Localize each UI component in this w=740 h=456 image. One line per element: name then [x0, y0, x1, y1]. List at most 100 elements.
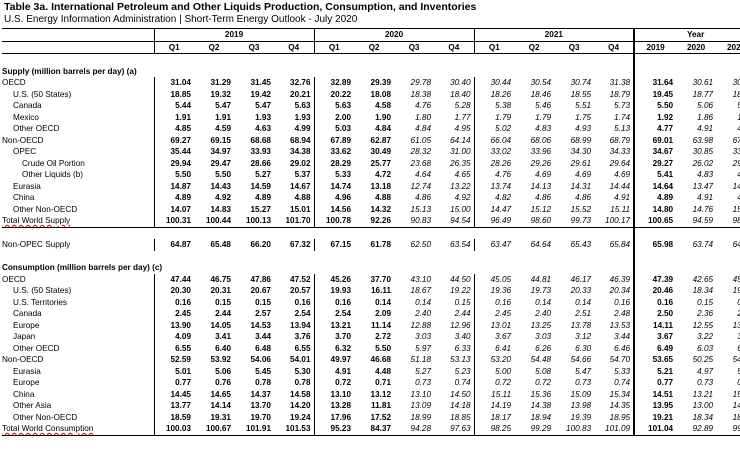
- value-cell: 0.16: [153, 296, 194, 308]
- spacer-cell: [354, 54, 394, 66]
- spacer-cell: [716, 54, 740, 66]
- value-cell: 44.50: [450, 274, 471, 284]
- value-cell: 94.28: [394, 423, 435, 436]
- value-cell: 68.68: [250, 135, 272, 145]
- table-row: Europe 13.90 14.05 14.53 13.94 13.21 11.14 12.8…: [2, 319, 740, 331]
- spacer-cell: [234, 54, 274, 66]
- value-cell: 4.85: [153, 123, 194, 135]
- spacer-cell: [594, 251, 634, 263]
- value-cell: 5.38: [473, 100, 515, 112]
- spacer-cell: [154, 227, 194, 239]
- value-cell: 18.08: [370, 89, 392, 99]
- value-cell: 4.09: [153, 331, 194, 343]
- spacer-cell: [514, 54, 554, 66]
- annual-year-header: 2020: [676, 41, 717, 54]
- value-cell: 69.15: [210, 135, 232, 145]
- annual-value-cell: 30.61: [692, 78, 714, 87]
- value-cell: 13.25: [530, 320, 552, 330]
- value-cell: 0.14: [375, 297, 392, 307]
- quarter-header: Q3: [394, 41, 435, 54]
- value-cell: 14.19: [473, 400, 515, 412]
- value-cell: 18.94: [530, 412, 552, 422]
- value-cell: 31.45: [250, 78, 272, 87]
- value-cell: 13.78: [570, 320, 592, 330]
- value-cell: 6.40: [215, 343, 231, 353]
- value-cell: 19.42: [250, 89, 272, 99]
- annual-value-cell: 98.76: [716, 215, 740, 228]
- table-row: Eurasia 5.01 5.06 5.45 5.30 4.91 4.48 5.27 5.23 5…: [2, 365, 740, 378]
- value-cell: 30.49: [370, 147, 392, 156]
- value-cell: 0.71: [375, 378, 392, 387]
- annual-value-cell: 0.73: [716, 377, 740, 389]
- annual-value-cell: 4.91: [697, 193, 714, 202]
- value-cell: 18.95: [609, 412, 631, 422]
- value-cell: 65.43: [570, 240, 592, 249]
- value-cell: 33.96: [530, 147, 552, 156]
- spacer-cell: [554, 251, 594, 263]
- section-header-row: Consumption (million barrels per day) (c…: [2, 262, 740, 274]
- value-cell: 4.91: [614, 193, 631, 202]
- value-cell: 31.29: [210, 78, 232, 87]
- annual-value-cell: 19.94: [732, 286, 740, 295]
- spacer-cell: [554, 54, 594, 66]
- row-label: Other OECD: [13, 343, 60, 353]
- value-cell: 2.45: [153, 308, 194, 320]
- spacer-cell: [234, 251, 274, 263]
- row-label: Other Liquids (b): [22, 170, 83, 179]
- annual-value-cell: 14.80: [633, 203, 677, 215]
- value-cell: 65.48: [210, 240, 232, 249]
- value-cell: 18.40: [450, 89, 471, 99]
- annual-value-cell: 29.20: [732, 158, 740, 168]
- annual-value-cell: 0.15: [716, 297, 740, 309]
- value-cell: 13.98: [570, 401, 592, 410]
- value-cell: 23.68: [410, 158, 432, 168]
- value-cell: 1.74: [614, 112, 631, 122]
- value-cell: 15.09: [570, 389, 592, 399]
- annual-value-cell: 4.91: [697, 124, 714, 133]
- annual-value-cell: 4.89: [633, 192, 677, 204]
- value-cell: 34.97: [210, 147, 232, 156]
- value-cell: 32.89: [313, 77, 355, 89]
- value-cell: 1.91: [153, 111, 194, 123]
- value-cell: 0.16: [473, 296, 515, 308]
- value-cell: 3.41: [215, 332, 231, 341]
- quarter-header: Q2: [194, 41, 234, 54]
- value-cell: 5.01: [153, 365, 194, 377]
- value-cell: 0.78: [294, 378, 311, 387]
- value-cell: 5.45: [255, 366, 271, 376]
- spacer-row: [2, 227, 740, 239]
- value-cell: 6.55: [294, 343, 311, 353]
- row-label-text: Total World Consumption: [2, 424, 94, 433]
- spacer-cell: [154, 251, 194, 263]
- value-cell: 13.94: [290, 320, 311, 330]
- row-label: Europe: [13, 320, 40, 330]
- value-cell: 2.57: [255, 309, 271, 318]
- table-row: China 14.45 14.65 14.37 14.58 13.10 13.12 13.10…: [2, 388, 740, 400]
- value-cell: 100.17: [594, 215, 635, 228]
- header-quarters-row: Q1Q2Q3Q4Q1Q2Q3Q4Q1Q2Q3Q4201920202021: [2, 41, 740, 54]
- annual-value-cell: 2.50: [633, 308, 677, 320]
- value-cell: 13.70: [250, 401, 272, 410]
- value-cell: 4.69: [535, 170, 552, 179]
- annual-value-cell: 5.50: [633, 100, 677, 112]
- value-cell: 49.97: [313, 354, 355, 366]
- annual-value-cell: 4.97: [716, 123, 740, 135]
- value-cell: 66.20: [250, 240, 272, 249]
- annual-value-cell: 14.16: [732, 181, 740, 191]
- row-label: Mexico: [13, 112, 39, 122]
- value-cell: 12.74: [410, 181, 432, 191]
- value-cell: 17.52: [370, 412, 392, 422]
- value-cell: 5.47: [575, 366, 592, 376]
- value-cell: 29.64: [609, 158, 631, 168]
- quarter-header: Q2: [354, 41, 395, 54]
- value-cell: 3.40: [454, 332, 471, 341]
- value-cell: 13.53: [609, 320, 631, 330]
- annual-value-cell: 5.22: [716, 366, 740, 378]
- value-cell: 45.26: [313, 273, 355, 285]
- annual-value-cell: 29.27: [633, 157, 677, 169]
- value-cell: 1.93: [255, 112, 271, 122]
- row-label: Canada: [13, 101, 42, 110]
- annual-value-cell: 65.98: [633, 239, 677, 251]
- annual-value-cell: 5.21: [633, 365, 677, 377]
- annual-value-cell: 5.41: [633, 169, 677, 181]
